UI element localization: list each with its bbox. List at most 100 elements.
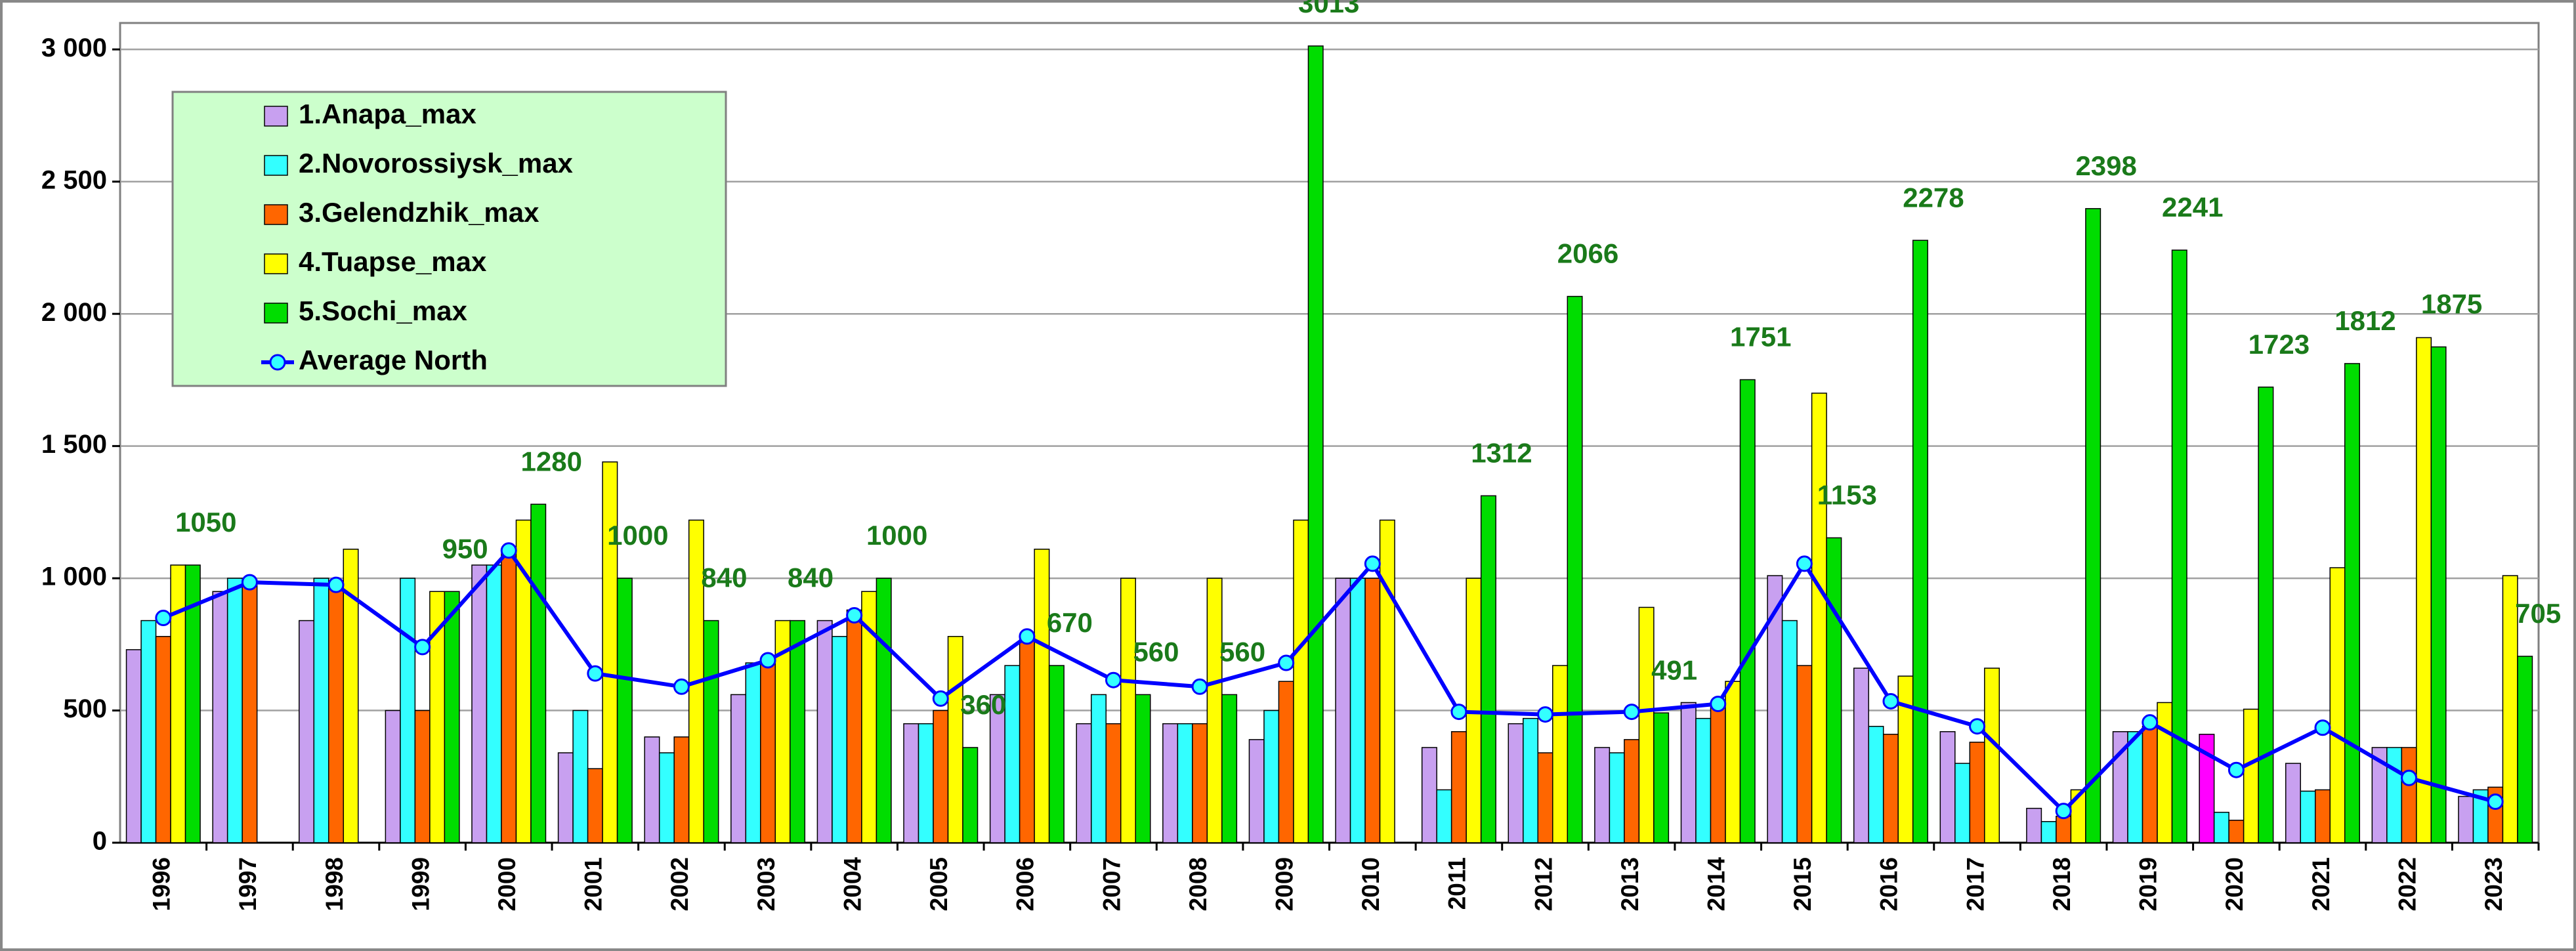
bar [2430, 346, 2447, 843]
bar [1868, 725, 1884, 843]
bar [1436, 789, 1452, 843]
x-tick-label: 2005 [925, 857, 952, 911]
bar [832, 635, 848, 843]
bar [1480, 495, 1496, 843]
bar [184, 564, 201, 843]
bar [212, 591, 228, 843]
bar [1248, 739, 1265, 843]
x-tick-label: 2018 [2048, 857, 2075, 911]
line-marker [1710, 695, 1727, 712]
bar [2517, 656, 2533, 843]
bar [1826, 537, 1842, 843]
bar [2171, 249, 2187, 843]
line-marker [759, 652, 776, 669]
line-marker [1278, 654, 1295, 671]
line-marker [1623, 704, 1640, 721]
bar [1004, 665, 1021, 843]
line-marker [1796, 555, 1813, 572]
line-marker [2142, 714, 2159, 731]
bar [1710, 702, 1726, 843]
bar [1221, 694, 1238, 843]
bar [1912, 240, 1928, 843]
line-marker [2055, 803, 2072, 820]
x-tick-label: 2008 [1185, 857, 1212, 911]
bar [1781, 620, 1798, 843]
data-label: 1312 [1471, 437, 1532, 468]
bar [414, 709, 431, 843]
bar [918, 723, 934, 843]
bar [673, 736, 690, 843]
bar [1364, 578, 1381, 843]
bar [1135, 694, 1151, 843]
legend-label: 3.Gelendzhik_max [299, 197, 539, 228]
data-label: 705 [2515, 598, 2561, 629]
x-tick-label: 1996 [148, 857, 175, 911]
bar [1034, 549, 1050, 843]
bar [328, 588, 345, 843]
x-tick-label: 2011 [1444, 857, 1471, 910]
x-tick-label: 2013 [1616, 857, 1643, 911]
data-label: 1875 [2421, 289, 2482, 320]
bar [1680, 702, 1697, 843]
bar [1278, 681, 1294, 843]
bar [790, 620, 806, 843]
data-label: 1280 [521, 446, 582, 476]
legend-swatch [264, 204, 288, 225]
bar [2157, 702, 2173, 843]
bar [760, 662, 776, 843]
bar [1192, 723, 1208, 843]
data-label: 840 [788, 562, 834, 593]
line-marker [414, 639, 431, 656]
x-tick-label: 1999 [407, 857, 434, 911]
bar [1105, 723, 1122, 843]
line-marker [1537, 706, 1554, 723]
bar [486, 564, 502, 843]
bar [444, 591, 460, 843]
bar [876, 578, 892, 843]
x-tick-label: 1997 [234, 857, 261, 911]
bar [1624, 739, 1640, 843]
bar [2056, 815, 2072, 843]
bar [602, 461, 618, 843]
line-marker [155, 610, 172, 627]
bar [1638, 606, 1655, 843]
bar [846, 609, 862, 843]
line-marker [2401, 769, 2418, 786]
bar [313, 578, 329, 843]
bar [1537, 752, 1553, 843]
x-tick-label: 2004 [839, 857, 866, 912]
data-label: 2398 [2075, 150, 2136, 181]
line-marker [1191, 678, 1208, 695]
legend-label: Average North [299, 345, 488, 375]
bar [1523, 717, 1539, 843]
bar [1076, 723, 1092, 843]
bar [745, 662, 761, 843]
bar [1048, 665, 1065, 843]
bar [1293, 519, 1309, 843]
bar [2085, 208, 2101, 843]
x-tick-label: 2007 [1098, 857, 1125, 911]
bar [385, 709, 401, 843]
line-marker [587, 665, 604, 682]
bar [2199, 734, 2215, 843]
bar [2344, 363, 2360, 843]
bar [2127, 731, 2143, 843]
bar [1162, 723, 1179, 843]
data-label: 1050 [175, 507, 236, 538]
data-label: 2278 [1903, 182, 1964, 213]
bar [1897, 675, 1914, 843]
bar [2458, 795, 2474, 843]
line-marker [241, 574, 258, 591]
y-tick-label: 2 500 [41, 165, 107, 194]
bar [2329, 567, 2346, 843]
bar [947, 635, 963, 843]
x-tick-label: 2010 [1357, 857, 1384, 911]
x-tick-label: 2017 [1962, 857, 1989, 911]
bar [471, 564, 488, 843]
line-marker [1364, 555, 1381, 572]
legend-swatch [264, 106, 288, 127]
bar [1594, 747, 1611, 843]
data-label: 950 [442, 533, 488, 564]
bar [2314, 789, 2331, 843]
